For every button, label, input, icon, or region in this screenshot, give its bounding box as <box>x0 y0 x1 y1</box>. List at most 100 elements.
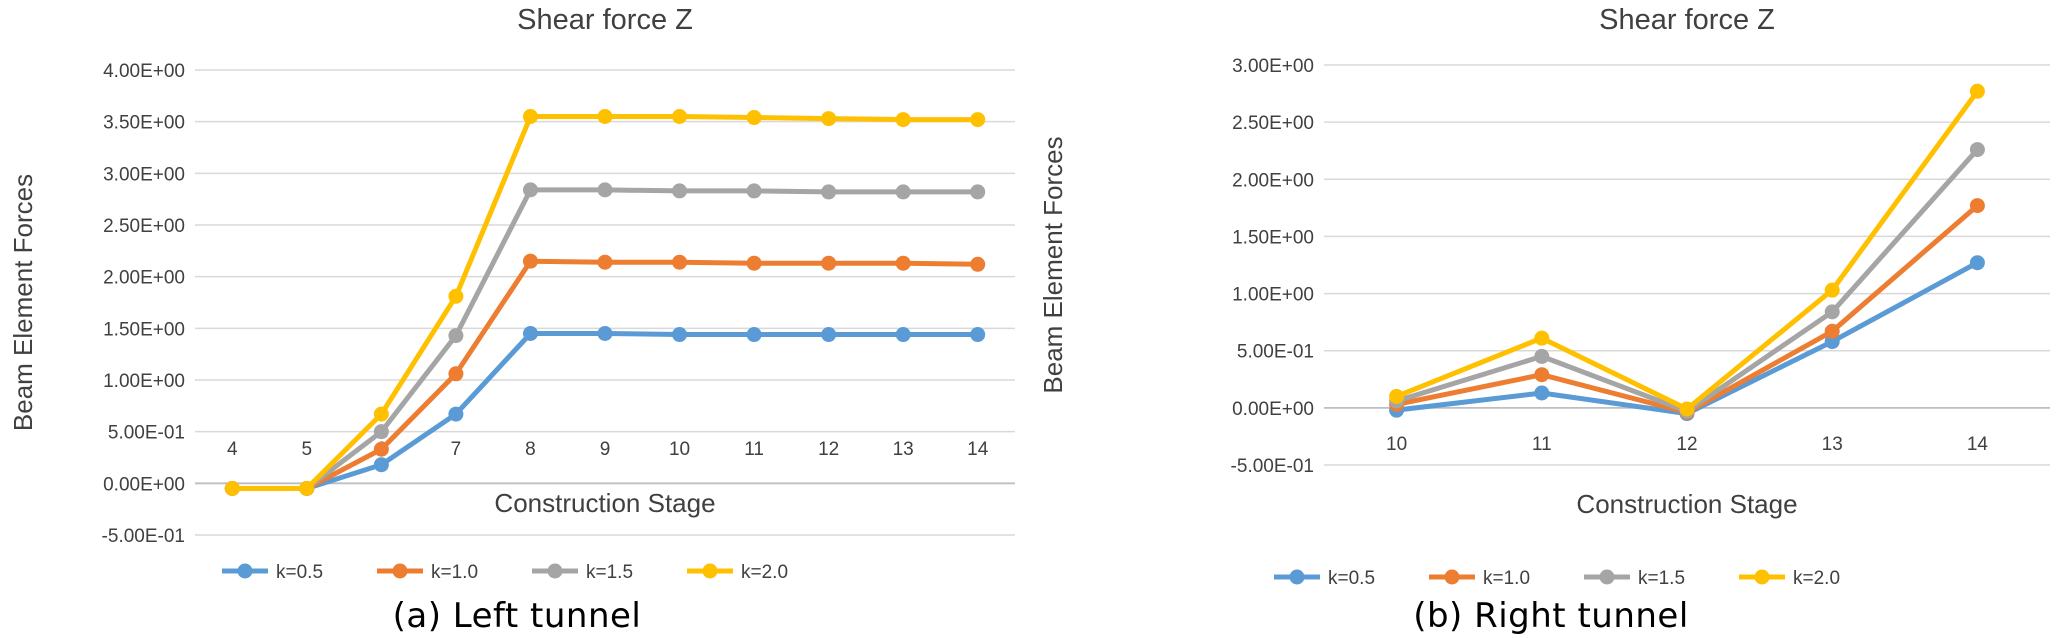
data-point <box>970 112 986 128</box>
y-tick-label: -5.00E-01 <box>102 526 185 547</box>
x-tick-label: 4 <box>227 439 238 460</box>
y-axis-title: Beam Element Forces <box>8 174 38 431</box>
x-tick-label: 5 <box>302 439 313 460</box>
x-tick-label: 10 <box>1386 434 1407 455</box>
y-tick-label: 3.50E+00 <box>103 113 185 134</box>
legend-swatch-marker <box>1289 569 1305 585</box>
series-line <box>229 114 981 491</box>
legend-label: k=2.0 <box>741 562 788 583</box>
chart-title: Shear force Z <box>517 4 693 36</box>
legend: k=0.5 k=1.0 k=1.5 k=2.0 <box>1274 568 1840 589</box>
data-point <box>597 254 613 270</box>
data-point <box>448 406 464 422</box>
legend-swatch-marker <box>1754 569 1770 585</box>
data-point <box>522 109 538 124</box>
data-point <box>672 254 688 270</box>
y-tick-label: 1.50E+00 <box>103 319 185 340</box>
y-tick-label: -5.00E-01 <box>1231 456 1314 477</box>
data-point <box>1824 304 1840 320</box>
data-point <box>373 441 389 457</box>
y-tick-label: 1.00E+00 <box>103 371 185 392</box>
data-point <box>821 255 837 271</box>
x-tick-label: 8 <box>525 439 536 460</box>
x-tick-label: 12 <box>818 439 839 460</box>
y-tick-label: 1.00E+00 <box>1232 285 1314 306</box>
series-line <box>1394 260 1980 417</box>
x-tick-label: 7 <box>451 439 462 460</box>
data-point <box>1534 330 1550 346</box>
y-tick-label: 2.00E+00 <box>1232 170 1314 191</box>
data-point <box>970 256 986 272</box>
data-point <box>224 481 240 496</box>
legend-label: k=0.5 <box>1328 568 1375 589</box>
data-point <box>672 327 688 343</box>
y-tick-label: 2.50E+00 <box>1232 113 1314 134</box>
data-point <box>1824 323 1840 339</box>
legend-swatch-marker <box>1599 569 1615 585</box>
data-point <box>746 183 762 199</box>
legend-label: k=1.0 <box>431 562 478 583</box>
y-tick-label: 0.00E+00 <box>103 474 185 495</box>
left-tunnel-chart-panel: Shear force Z -5.00E-01 0.00E+00 5.00E-01 1.… <box>8 4 1015 636</box>
data-point <box>1969 142 1985 158</box>
chart-title: Shear force Z <box>1599 4 1775 36</box>
x-axis-title: Construction Stage <box>1576 489 1797 519</box>
data-point <box>1534 348 1550 364</box>
data-point <box>1534 385 1550 401</box>
data-point <box>597 182 613 198</box>
y-tick-label: 5.00E-01 <box>108 423 185 444</box>
data-point <box>821 111 837 127</box>
legend-label: k=1.5 <box>586 562 633 583</box>
data-point <box>672 183 688 199</box>
data-point <box>448 366 464 382</box>
data-point <box>597 326 613 341</box>
data-point <box>448 288 464 304</box>
data-point <box>299 481 315 496</box>
data-point <box>746 110 762 126</box>
data-point <box>746 327 762 343</box>
x-tick-label: 9 <box>600 439 611 460</box>
data-point <box>821 184 837 200</box>
data-point <box>970 327 986 343</box>
y-tick-label: 1.50E+00 <box>1232 227 1314 248</box>
left-tunnel-chart: Shear force Z -5.00E-01 0.00E+00 5.00E-01 1.… <box>8 4 1015 583</box>
y-axis-title: Beam Element Forces <box>1038 136 1068 393</box>
x-tick-label: 11 <box>1532 434 1552 455</box>
legend-swatch-marker <box>237 563 253 579</box>
x-tick-label: 14 <box>1967 434 1989 455</box>
legend: k=0.5 k=1.0 k=1.5 k=2.0 <box>222 562 788 583</box>
data-point <box>373 424 389 440</box>
right-tunnel-chart: Shear force Z -5.00E-01 0.00E+00 5.00E-01 1.… <box>1038 4 2050 589</box>
y-tick-label: 3.00E+00 <box>103 164 185 185</box>
data-point <box>746 255 762 271</box>
data-point <box>448 328 464 344</box>
y-tick-label: 4.00E+00 <box>103 61 185 82</box>
x-tick-label: 13 <box>1822 434 1843 455</box>
y-tick-label: 0.00E+00 <box>1232 399 1314 420</box>
y-tick-label: 2.00E+00 <box>103 268 185 289</box>
right-tunnel-caption: (b) Right tunnel <box>1413 596 1689 636</box>
data-point <box>373 457 389 473</box>
data-point <box>1389 388 1405 404</box>
data-point <box>895 255 911 271</box>
series-line <box>229 331 981 491</box>
x-tick-label: 13 <box>893 439 914 460</box>
data-point <box>895 327 911 343</box>
data-point <box>1969 83 1985 99</box>
y-tick-label: 5.00E-01 <box>1237 342 1314 363</box>
x-tick-label: 12 <box>1676 434 1697 455</box>
legend-label: k=1.5 <box>1638 568 1685 589</box>
data-point <box>895 184 911 200</box>
legend-label: k=1.0 <box>1483 568 1530 589</box>
data-point <box>522 182 538 198</box>
x-axis-title: Construction Stage <box>494 488 715 518</box>
data-point <box>970 184 986 200</box>
data-point <box>821 327 837 343</box>
legend-swatch-marker <box>702 563 718 579</box>
legend-swatch-marker <box>1444 569 1460 585</box>
data-point <box>522 326 538 341</box>
right-tunnel-chart-panel: Shear force Z -5.00E-01 0.00E+00 5.00E-01 1.… <box>1034 0 2068 638</box>
data-point <box>1824 334 1840 350</box>
data-point <box>672 109 688 124</box>
y-tick-label: 2.50E+00 <box>103 216 185 237</box>
